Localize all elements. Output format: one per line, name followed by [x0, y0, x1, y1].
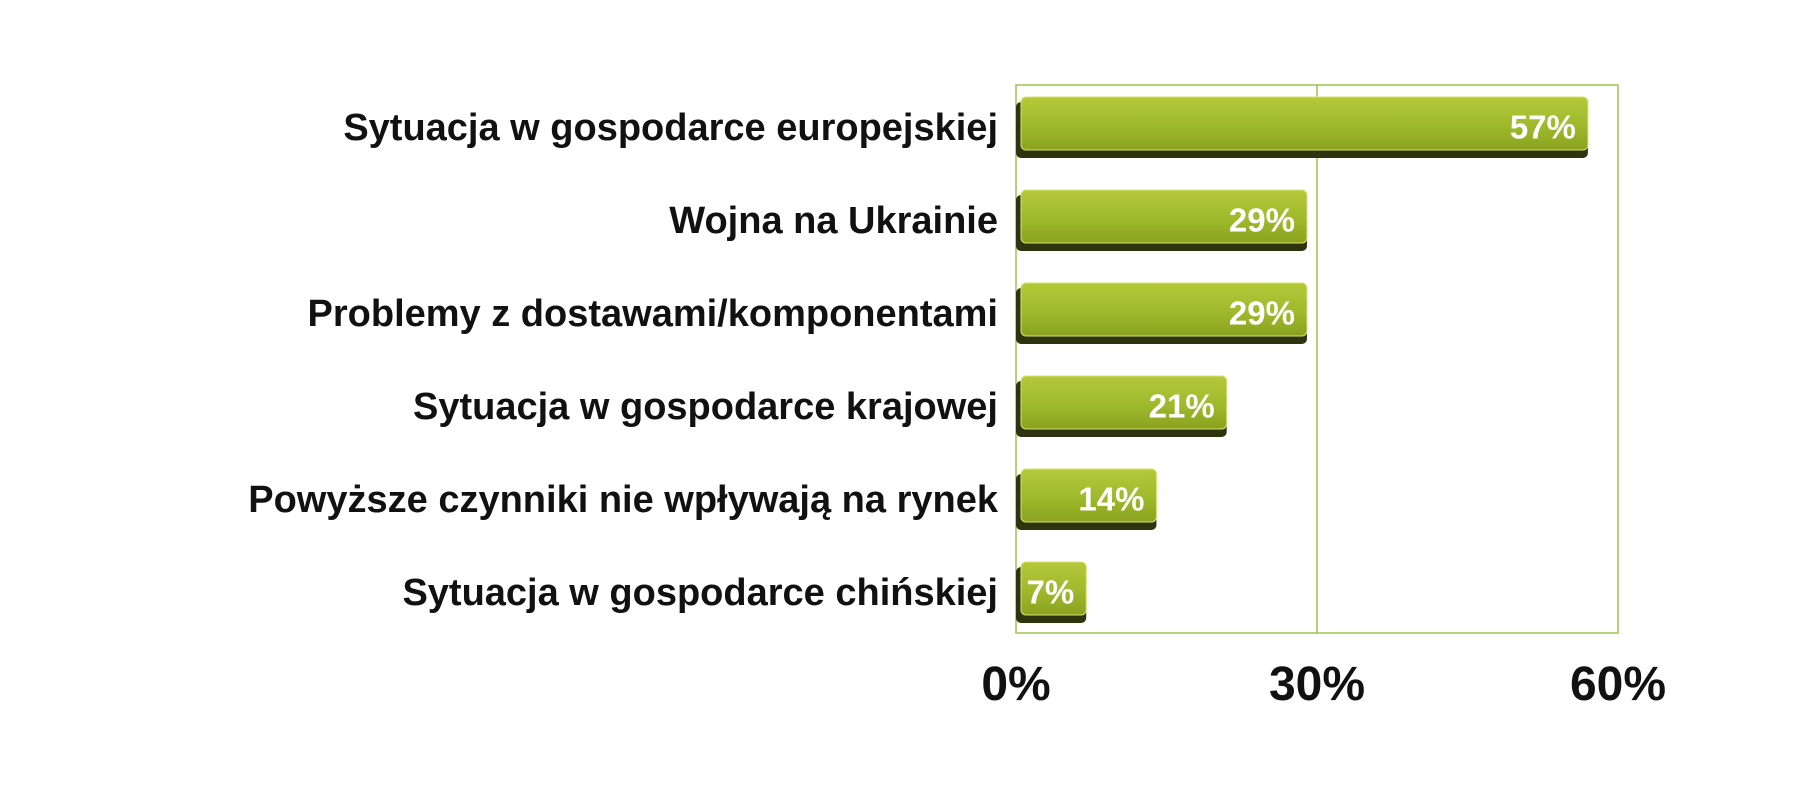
bar-body — [1020, 282, 1308, 337]
bar-body — [1020, 468, 1157, 523]
data-label-4: 14% — [1078, 481, 1144, 518]
x-axis-tick-labels: 0% 30% 60% — [981, 658, 1666, 711]
category-label-4: Powyższe czynniki nie wpływają na rynek — [248, 479, 999, 521]
bar-body — [1020, 189, 1308, 244]
data-label-1: 29% — [1229, 202, 1295, 239]
category-label-3: Sytuacja w gospodarce krajowej — [413, 386, 998, 428]
data-label-5: 7% — [1027, 574, 1075, 611]
bar-body — [1020, 561, 1087, 616]
bar-1: 29% — [1016, 189, 1308, 251]
bar-body — [1020, 96, 1589, 151]
data-label-0: 57% — [1510, 109, 1576, 146]
category-label-2: Problemy z dostawami/komponentami — [308, 293, 998, 335]
x-tick-label-1: 30% — [1269, 658, 1365, 711]
data-label-2: 29% — [1229, 295, 1295, 332]
bar-4: 14% — [1016, 468, 1157, 530]
bar-body — [1020, 375, 1228, 430]
x-tick-label-0: 0% — [981, 658, 1050, 711]
bar-2: 29% — [1016, 282, 1308, 344]
plot-frame — [1015, 84, 1619, 634]
x-tick-label-2: 60% — [1570, 658, 1666, 711]
data-label-3: 21% — [1149, 388, 1215, 425]
category-labels: Sytuacja w gospodarce europejskiej Wojna … — [248, 107, 999, 614]
bar-5: 7% — [1016, 561, 1087, 623]
category-label-5: Sytuacja w gospodarce chińskiej — [402, 572, 998, 614]
category-label-1: Wojna na Ukrainie — [669, 200, 998, 242]
bars: 57% 29% 29% 21% 14% 7% — [1016, 96, 1589, 623]
category-label-0: Sytuacja w gospodarce europejskiej — [343, 107, 998, 149]
bar-0: 57% — [1016, 96, 1589, 158]
bar-3: 21% — [1016, 375, 1228, 437]
